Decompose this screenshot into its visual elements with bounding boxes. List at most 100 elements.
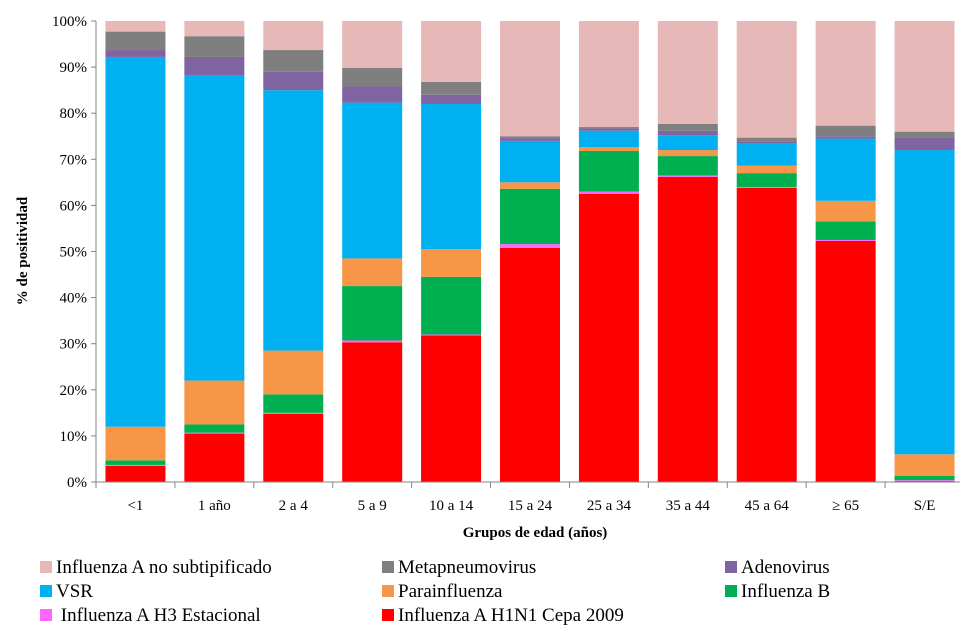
bar-segment-1 — [263, 413, 324, 482]
y-axis-title: % de positividad — [15, 196, 31, 305]
bar-segment-6 — [184, 56, 245, 76]
bar-segment-3 — [578, 151, 639, 192]
bar-segment-5 — [894, 150, 955, 455]
bar-segment-4 — [500, 182, 560, 189]
x-tick-label: 2 a 4 — [279, 498, 309, 514]
bar-segment-4 — [105, 426, 166, 461]
bar-stack — [342, 21, 403, 482]
bar-stack — [736, 21, 797, 482]
bar-segment-6 — [421, 94, 482, 104]
y-tick-label: 20% — [60, 383, 88, 399]
bar-segment-8 — [736, 21, 797, 138]
bar-segment-1 — [657, 176, 718, 482]
bar-segment-7 — [263, 50, 324, 72]
legend-label: Influenza B — [741, 581, 830, 602]
bar-segment-1 — [500, 247, 560, 482]
y-tick-label: 100% — [52, 14, 87, 30]
legend-swatch — [40, 585, 52, 597]
x-tick-label: 15 a 24 — [508, 498, 553, 514]
y-tick-label: 70% — [60, 152, 88, 168]
bar-segment-3 — [736, 173, 797, 187]
x-axis: <1 1 año 2 a 4 5 a 9 10 a 14 15 a 24 25 a 34 35… — [95, 481, 960, 514]
bar-segment-6 — [657, 130, 718, 136]
y-tick-label: 90% — [60, 60, 88, 76]
bar-segment-2 — [500, 244, 560, 248]
bar-segment-2 — [657, 175, 718, 177]
bar-segment-5 — [263, 90, 324, 351]
bar-segment-5 — [500, 140, 560, 183]
y-tick-label: 30% — [60, 337, 88, 353]
y-tick-label: 80% — [60, 106, 88, 122]
x-tick-label: 35 a 44 — [666, 498, 711, 514]
bar-segment-1 — [815, 240, 876, 482]
legend-item: Metapneumovirus — [382, 557, 536, 578]
bar-segment-8 — [421, 21, 482, 82]
bar-stack — [105, 21, 166, 482]
legend-swatch — [40, 609, 52, 621]
legend-label: Metapneumovirus — [398, 557, 536, 578]
bar-segment-7 — [736, 137, 797, 142]
bar-segment-2 — [894, 480, 955, 482]
bar-segment-5 — [342, 102, 403, 259]
legend-swatch — [725, 585, 737, 597]
x-tick-label: 5 a 9 — [358, 498, 387, 514]
bar-segment-7 — [342, 68, 403, 87]
legend-label: Parainfluenza — [398, 581, 503, 602]
bar-segment-6 — [578, 128, 639, 131]
bar-segment-8 — [578, 21, 639, 128]
x-tick-label: 1 año — [198, 498, 231, 514]
bar-segment-6 — [815, 136, 876, 139]
bar-segment-4 — [578, 147, 639, 152]
legend-label: Influenza A H3 Estacional — [56, 605, 261, 626]
bar-segment-8 — [105, 21, 166, 32]
bar-segment-6 — [736, 141, 797, 144]
bar-segment-4 — [342, 258, 403, 287]
bars-group — [105, 21, 955, 482]
legend-swatch — [40, 561, 52, 573]
legend-item: Parainfluenza — [382, 581, 503, 602]
bar-segment-3 — [894, 476, 955, 481]
bar-segment-6 — [500, 138, 560, 141]
bar-segment-5 — [578, 130, 639, 148]
x-tick-label: 10 a 14 — [429, 498, 474, 514]
x-tick-label: ≥ 65 — [832, 498, 859, 514]
bar-stack — [894, 21, 955, 482]
bar-segment-5 — [421, 103, 482, 250]
bar-segment-3 — [342, 286, 403, 341]
legend-item: Influenza B — [725, 581, 830, 602]
bar-stack — [657, 21, 718, 482]
bar-segment-1 — [578, 193, 639, 482]
y-axis: 0% 10% 20% 30% 40% 50% 60% 70% 80% 90% 100% — [52, 14, 97, 491]
bar-segment-3 — [815, 221, 876, 240]
x-tick-label: 25 a 34 — [587, 498, 632, 514]
y-tick-label: 10% — [60, 429, 88, 445]
bar-segment-8 — [500, 21, 560, 137]
x-tick-label: <1 — [127, 498, 143, 514]
legend-label: Influenza A H1N1 Cepa 2009 — [398, 605, 624, 626]
legend-label: Adenovirus — [741, 557, 830, 578]
bar-segment-3 — [184, 424, 245, 433]
bar-segment-4 — [263, 350, 324, 395]
bar-segment-2 — [578, 191, 639, 194]
bar-stack — [815, 21, 876, 482]
legend-swatch — [382, 561, 394, 573]
bar-segment-5 — [815, 138, 876, 201]
legend-item: Adenovirus — [725, 557, 830, 578]
bar-segment-4 — [184, 380, 245, 425]
bar-stack — [578, 21, 639, 482]
bar-segment-4 — [894, 454, 955, 477]
bar-segment-1 — [736, 187, 797, 482]
bar-segment-7 — [184, 36, 245, 57]
bar-segment-2 — [421, 334, 482, 336]
legend-item: Influenza A H3 Estacional — [40, 605, 261, 626]
legend-swatch — [725, 561, 737, 573]
x-axis-title: Grupos de edad (años) — [463, 525, 608, 541]
bar-segment-4 — [421, 249, 482, 277]
bar-segment-3 — [500, 188, 560, 245]
bar-segment-6 — [105, 50, 166, 57]
x-tick-label: S/E — [914, 498, 936, 514]
bar-segment-2 — [342, 340, 403, 343]
y-tick-label: 60% — [60, 198, 88, 214]
bar-segment-5 — [736, 143, 797, 166]
